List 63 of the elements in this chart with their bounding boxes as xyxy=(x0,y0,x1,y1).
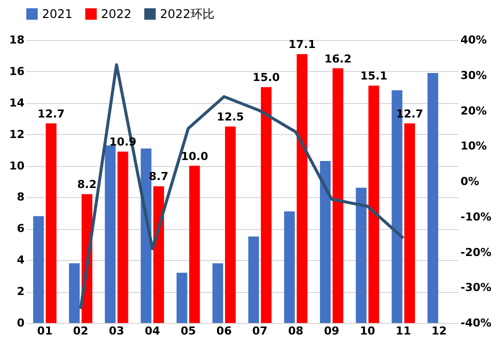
y2-tick-label: -20% xyxy=(460,246,492,259)
y2-tick-label: 0% xyxy=(460,175,480,188)
data-label: 10.0 xyxy=(180,150,208,163)
bar xyxy=(140,148,152,323)
y-tick-label: 10 xyxy=(9,159,25,172)
y-tick-label: 14 xyxy=(9,96,25,110)
data-label: 17.1 xyxy=(288,38,316,52)
data-label: 16.2 xyxy=(324,52,352,66)
y-tick-label: 8 xyxy=(16,190,24,204)
bar xyxy=(404,123,415,323)
x-tick-label: 04 xyxy=(144,324,160,338)
bar xyxy=(69,263,80,323)
x-tick-label: 05 xyxy=(180,324,196,338)
y2-tick-label: 30% xyxy=(460,68,487,82)
bar xyxy=(46,123,56,323)
bar xyxy=(368,86,380,323)
bar xyxy=(332,68,344,323)
y2-tick-label: 10% xyxy=(460,140,487,153)
bar xyxy=(153,186,164,323)
bar xyxy=(33,216,44,323)
bar xyxy=(104,145,116,323)
x-tick-label: 09 xyxy=(324,324,340,338)
x-tick-label: 06 xyxy=(216,324,232,338)
y2-tick-label: 40% xyxy=(460,34,487,46)
y2-tick-label: 20% xyxy=(460,104,487,118)
bar xyxy=(356,188,367,323)
x-tick-label: 08 xyxy=(288,324,304,338)
bar xyxy=(117,152,128,323)
bar xyxy=(428,73,438,323)
x-tick-label: 11 xyxy=(396,324,411,338)
bar xyxy=(176,272,188,323)
x-tick-label: 10 xyxy=(360,324,376,338)
y-tick-label: 18 xyxy=(9,34,24,46)
bar xyxy=(248,236,259,323)
bar xyxy=(189,166,200,323)
data-label: 15.1 xyxy=(360,70,388,83)
legend-label: 2022环比 xyxy=(160,7,215,21)
data-label: 12.7 xyxy=(38,107,65,120)
y2-tick-label: -30% xyxy=(460,281,492,294)
x-tick-label: 02 xyxy=(73,324,88,338)
bar xyxy=(320,161,331,323)
y-tick-label: 4 xyxy=(16,254,25,267)
x-tick-label: 07 xyxy=(252,324,268,338)
bar xyxy=(225,126,236,323)
data-label: 12.5 xyxy=(216,110,244,124)
bar xyxy=(260,87,272,323)
bar xyxy=(212,263,224,323)
y2-tick-label: -40% xyxy=(460,316,492,330)
legend-label: 2021 xyxy=(42,7,73,21)
y-tick-label: 0 xyxy=(16,316,25,330)
x-tick-label: 12 xyxy=(432,324,447,338)
y2-tick-label: -10% xyxy=(460,210,492,224)
y-tick-label: 6 xyxy=(16,222,25,236)
bar xyxy=(296,54,308,323)
bar xyxy=(284,211,295,323)
x-tick-label: 01 xyxy=(37,324,52,338)
y-tick-label: 2 xyxy=(16,285,24,298)
y-tick-label: 12 xyxy=(9,128,24,141)
data-label: 8.2 xyxy=(77,178,97,192)
x-tick-label: 03 xyxy=(108,324,124,338)
y-tick-label: 16 xyxy=(9,64,25,78)
data-label: 15.0 xyxy=(252,71,280,84)
legend-label: 2022 xyxy=(101,7,132,21)
